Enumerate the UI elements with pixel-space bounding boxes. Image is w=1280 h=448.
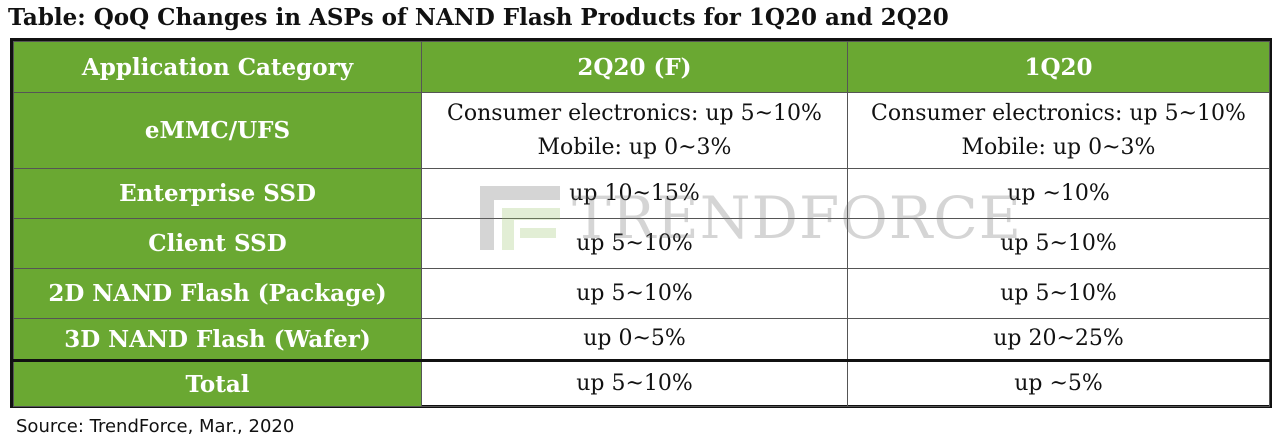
table-row: 2D NAND Flash (Package) up 5~10% up 5~10… [13, 268, 1270, 319]
total-value-1q20: up ~5% [847, 359, 1270, 407]
asp-table: Application Category 2Q20 (F) 1Q20 eMMC/… [13, 41, 1270, 407]
table-row: Enterprise SSD up 10~15% up ~10% [13, 168, 1270, 219]
value-cell-1q20: up 5~10% [847, 218, 1270, 269]
category-cell: Enterprise SSD [13, 168, 422, 219]
table-row: eMMC/UFS Consumer electronics: up 5~10% … [13, 92, 1270, 169]
asp-table-container: Application Category 2Q20 (F) 1Q20 eMMC/… [10, 38, 1272, 408]
table-row: 3D NAND Flash (Wafer) up 0~5% up 20~25% [13, 318, 1270, 361]
table-total-row: Total up 5~10% up ~5% [13, 359, 1270, 407]
value-line: Mobile: up 0~3% [537, 134, 732, 160]
value-cell-1q20: up 20~25% [847, 318, 1270, 361]
table-title: Table: QoQ Changes in ASPs of NAND Flash… [8, 4, 949, 31]
value-cell-2q20: up 0~5% [421, 318, 848, 361]
value-cell-2q20: up 5~10% [421, 268, 848, 319]
source-note: Source: TrendForce, Mar., 2020 [16, 416, 295, 437]
value-cell-2q20: up 10~15% [421, 168, 848, 219]
header-2q20: 2Q20 (F) [421, 41, 848, 93]
category-cell: 2D NAND Flash (Package) [13, 268, 422, 319]
value-cell-1q20: up ~10% [847, 168, 1270, 219]
value-line: Mobile: up 0~3% [961, 134, 1156, 160]
value-line: Consumer electronics: up 5~10% [871, 100, 1246, 126]
category-cell: 3D NAND Flash (Wafer) [13, 318, 422, 361]
value-cell-2q20: up 5~10% [421, 218, 848, 269]
value-cell-1q20: Consumer electronics: up 5~10% Mobile: u… [847, 92, 1270, 169]
table-row: Client SSD up 5~10% up 5~10% [13, 218, 1270, 269]
value-line: Consumer electronics: up 5~10% [447, 100, 822, 126]
total-value-2q20: up 5~10% [421, 359, 848, 407]
value-cell-1q20: up 5~10% [847, 268, 1270, 319]
table-header-row: Application Category 2Q20 (F) 1Q20 [13, 41, 1270, 93]
category-cell: eMMC/UFS [13, 92, 422, 169]
category-cell: Client SSD [13, 218, 422, 269]
total-category-cell: Total [13, 359, 422, 407]
header-application-category: Application Category [13, 41, 422, 93]
header-1q20: 1Q20 [847, 41, 1270, 93]
value-cell-2q20: Consumer electronics: up 5~10% Mobile: u… [421, 92, 848, 169]
